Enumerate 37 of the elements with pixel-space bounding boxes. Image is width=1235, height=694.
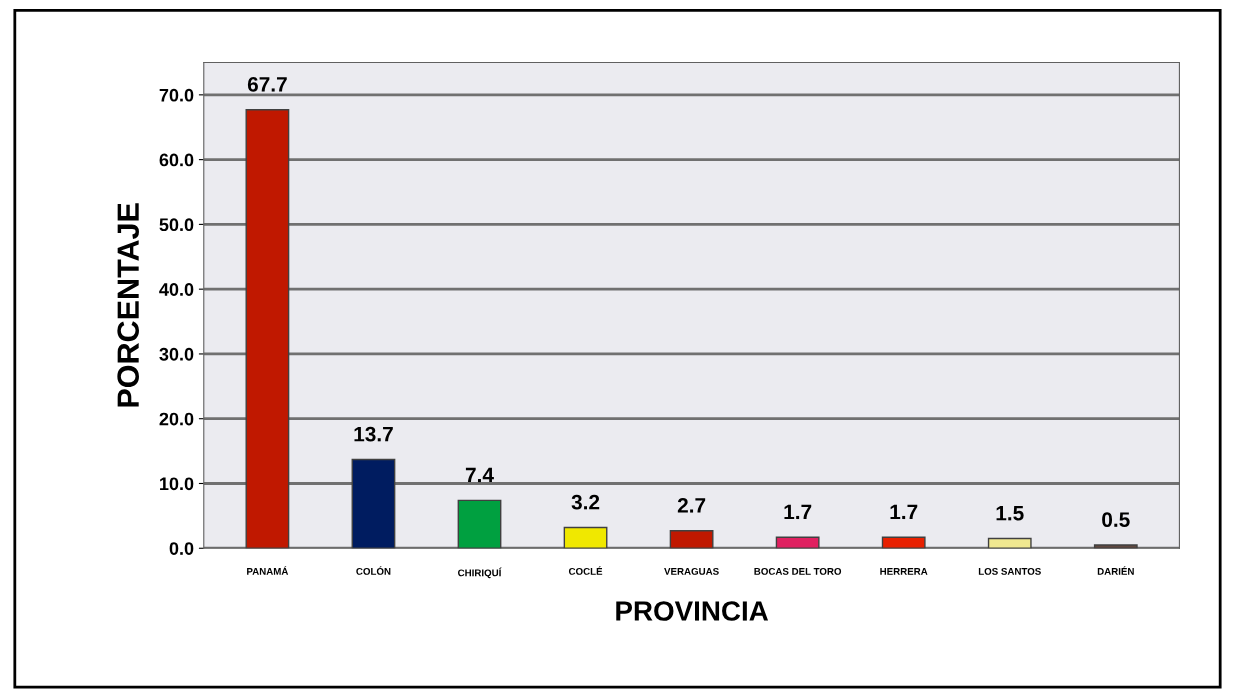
bar [1093,544,1138,549]
bar [987,537,1032,549]
x-tick-label: HERRERA [880,568,928,575]
data-label: 1.7 [890,504,918,520]
bar [245,109,290,549]
data-label: 3.2 [571,494,600,510]
bar [669,530,714,549]
y-axis-title: PORCENTAJE [117,203,139,407]
bar [351,458,396,549]
y-tick-label: 70.0 [159,88,194,102]
data-label: 67.7 [247,76,287,92]
y-tick-label: 10.0 [160,477,194,491]
data-label: 1.5 [996,506,1024,521]
x-tick-label: DARIÉN [1097,566,1134,575]
bar [775,536,820,549]
data-label: 2.7 [677,498,706,513]
x-tick-label: BOCAS DEL TORO [754,567,842,575]
x-tick-label: CHIRIQUÍ [458,567,502,579]
y-tick-label: 20.0 [159,412,194,426]
y-tick-label: 50.0 [159,218,194,232]
x-tick-label: COCLÉ [568,566,603,575]
data-label: 1.7 [784,504,812,520]
x-tick-label: COLÓN [356,566,391,575]
data-label: 7.4 [465,467,494,483]
bar [563,526,608,549]
data-label: 0.5 [1102,512,1130,528]
y-tick-label: 60.0 [159,153,194,167]
data-label: 13.7 [354,426,393,442]
y-tick-label: 0.0 [169,542,194,555]
bar [457,499,502,549]
y-tick-label: 30.0 [159,347,194,361]
x-axis-title: PROVINCIA [616,601,769,621]
x-tick-label: PANAMÁ [247,566,289,575]
y-tick-label: 40.0 [159,283,194,296]
bar [881,536,926,549]
x-tick-label: VERAGUAS [664,567,719,575]
x-tick-label: LOS SANTOS [978,567,1041,575]
